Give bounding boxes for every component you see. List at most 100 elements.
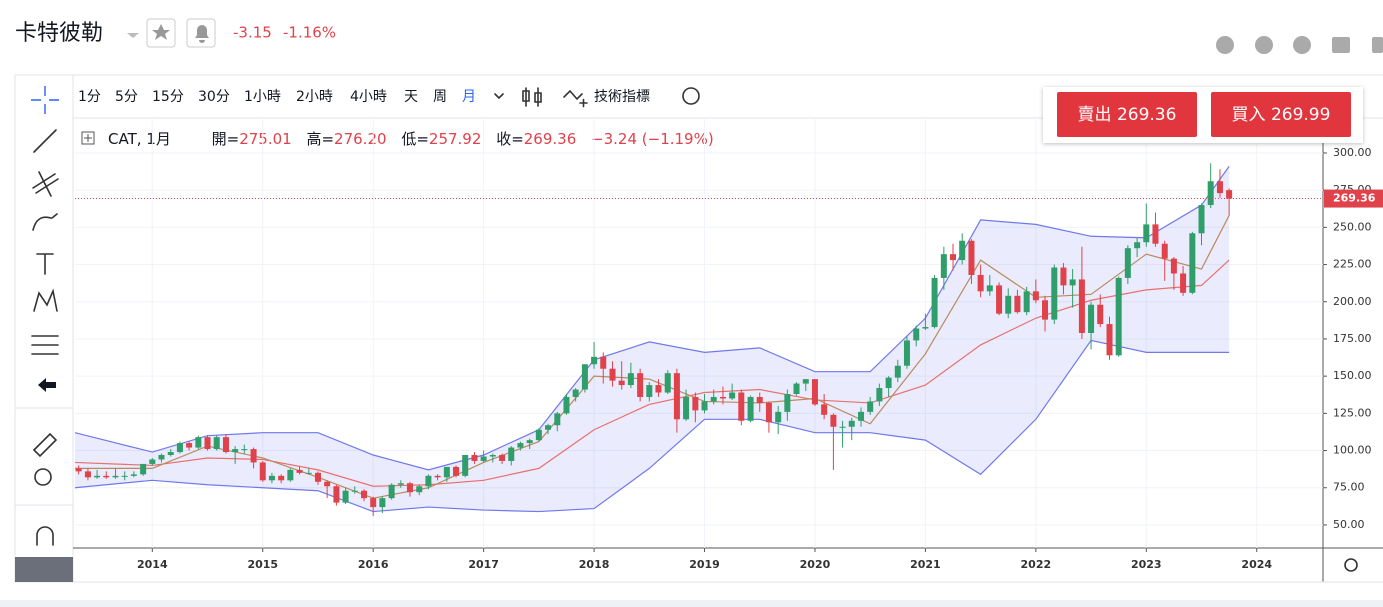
candle-body — [149, 459, 156, 464]
candle-body — [673, 373, 680, 420]
zoom-tool[interactable] — [34, 468, 52, 486]
candle-body — [130, 474, 137, 476]
candle-body — [894, 365, 901, 378]
interval[interactable]: 30分 — [198, 89, 230, 105]
candle-body — [637, 373, 644, 397]
candle-body — [729, 392, 736, 399]
fib-tool[interactable] — [31, 335, 59, 355]
ruler-tool[interactable] — [32, 432, 58, 458]
candle-body — [618, 380, 625, 386]
interval[interactable]: 周 — [433, 89, 447, 105]
candle-body — [1226, 190, 1233, 199]
x-tick-label: 2023 — [1131, 558, 1162, 571]
low-value: 257.92 — [429, 130, 482, 148]
chart-style[interactable] — [522, 87, 542, 107]
candle-body — [1198, 205, 1205, 234]
interval[interactable]: 2小時 — [296, 89, 333, 105]
sell-button[interactable] — [1057, 92, 1197, 137]
change: -3.15 — [233, 24, 272, 42]
open-label: 開= — [212, 130, 240, 148]
magnet-tool[interactable] — [36, 526, 54, 546]
candle-body — [250, 449, 257, 463]
pie-icon[interactable] — [1216, 36, 1234, 54]
candle-body — [765, 402, 772, 423]
candle-body — [489, 455, 496, 457]
candle-body — [784, 394, 791, 412]
line-tool[interactable] — [33, 129, 57, 153]
indicators[interactable]: 技術指標 — [594, 89, 650, 105]
candle-body — [581, 364, 588, 390]
candle-body — [747, 396, 754, 421]
calendar-icon[interactable] — [1332, 37, 1350, 53]
interval[interactable]: 5分 — [115, 89, 138, 105]
crosshair-tool[interactable] — [31, 86, 59, 114]
buy-button[interactable] — [1211, 92, 1351, 137]
candle-body — [950, 254, 957, 261]
text-tool[interactable] — [36, 253, 54, 275]
candle-body — [609, 368, 616, 381]
interval[interactable]: 15分 — [152, 89, 184, 105]
interval-dropdown[interactable] — [494, 93, 504, 100]
pattern-tool[interactable] — [33, 288, 58, 312]
interval[interactable]: 1分 — [78, 89, 101, 105]
candle-body — [554, 413, 561, 426]
candle-body — [802, 379, 809, 384]
interval[interactable]: 1小時 — [244, 89, 281, 105]
y-tick-label: 150.00 — [1333, 369, 1372, 382]
back-tool[interactable] — [38, 378, 56, 392]
sell-label: 賣出 269.36 — [1078, 105, 1177, 125]
candle-body — [591, 356, 598, 365]
candle-body — [1060, 267, 1067, 286]
candle-body — [140, 463, 147, 475]
candle-body — [627, 373, 634, 386]
candle-body — [931, 277, 938, 328]
interval-active[interactable]: 月 — [462, 89, 476, 105]
indicator-icon[interactable] — [563, 89, 588, 108]
candle-body — [1124, 248, 1131, 278]
legend-toggle[interactable] — [81, 131, 95, 145]
candle-body — [940, 254, 947, 278]
candle-body — [1069, 279, 1076, 286]
candle-body — [305, 472, 312, 474]
pitchfork-tool[interactable] — [32, 171, 59, 197]
candle-body — [1042, 300, 1049, 320]
settings[interactable] — [682, 87, 700, 105]
dropdown[interactable] — [127, 33, 139, 38]
y-tick-label: 125.00 — [1333, 406, 1372, 419]
candle-body — [563, 396, 570, 414]
candle-body — [775, 411, 782, 423]
left-toolbar — [15, 86, 73, 582]
brush-tool[interactable] — [32, 213, 58, 231]
close-value: 269.36 — [524, 130, 577, 148]
candle-body — [1152, 224, 1159, 244]
y-tick-label: 75.00 — [1333, 481, 1365, 494]
candle-body — [416, 486, 423, 493]
interval[interactable]: 4小時 — [350, 89, 387, 105]
candle-body — [480, 456, 487, 461]
candle-body — [499, 455, 506, 461]
clock-icon[interactable] — [1293, 36, 1311, 54]
lock-tool[interactable] — [15, 557, 73, 582]
candle-body — [830, 414, 837, 427]
x-tick-label: 2016 — [358, 558, 389, 571]
axis-settings[interactable] — [1344, 558, 1358, 572]
interval[interactable]: 天 — [404, 89, 418, 105]
candle-body — [443, 466, 450, 478]
candle-body — [213, 437, 220, 450]
star-icon — [152, 24, 170, 40]
compass-icon[interactable] — [1255, 36, 1273, 54]
last-price-label: 269.36 — [1333, 192, 1376, 205]
x-tick-label: 2014 — [137, 558, 168, 571]
candle-body — [572, 389, 579, 397]
high-value: 276.20 — [334, 130, 387, 148]
candle-body — [756, 396, 763, 403]
candle-body — [839, 426, 846, 428]
x-tick-label: 2024 — [1241, 558, 1272, 571]
last-price-tag — [1324, 189, 1383, 208]
x-tick-label: 2018 — [579, 558, 610, 571]
candle-body — [793, 383, 800, 395]
candle-body — [204, 437, 211, 450]
lower-band — [75, 339, 1230, 513]
more-icon[interactable] — [1372, 37, 1383, 53]
symbol[interactable]: CAT, 1月 — [108, 130, 171, 148]
